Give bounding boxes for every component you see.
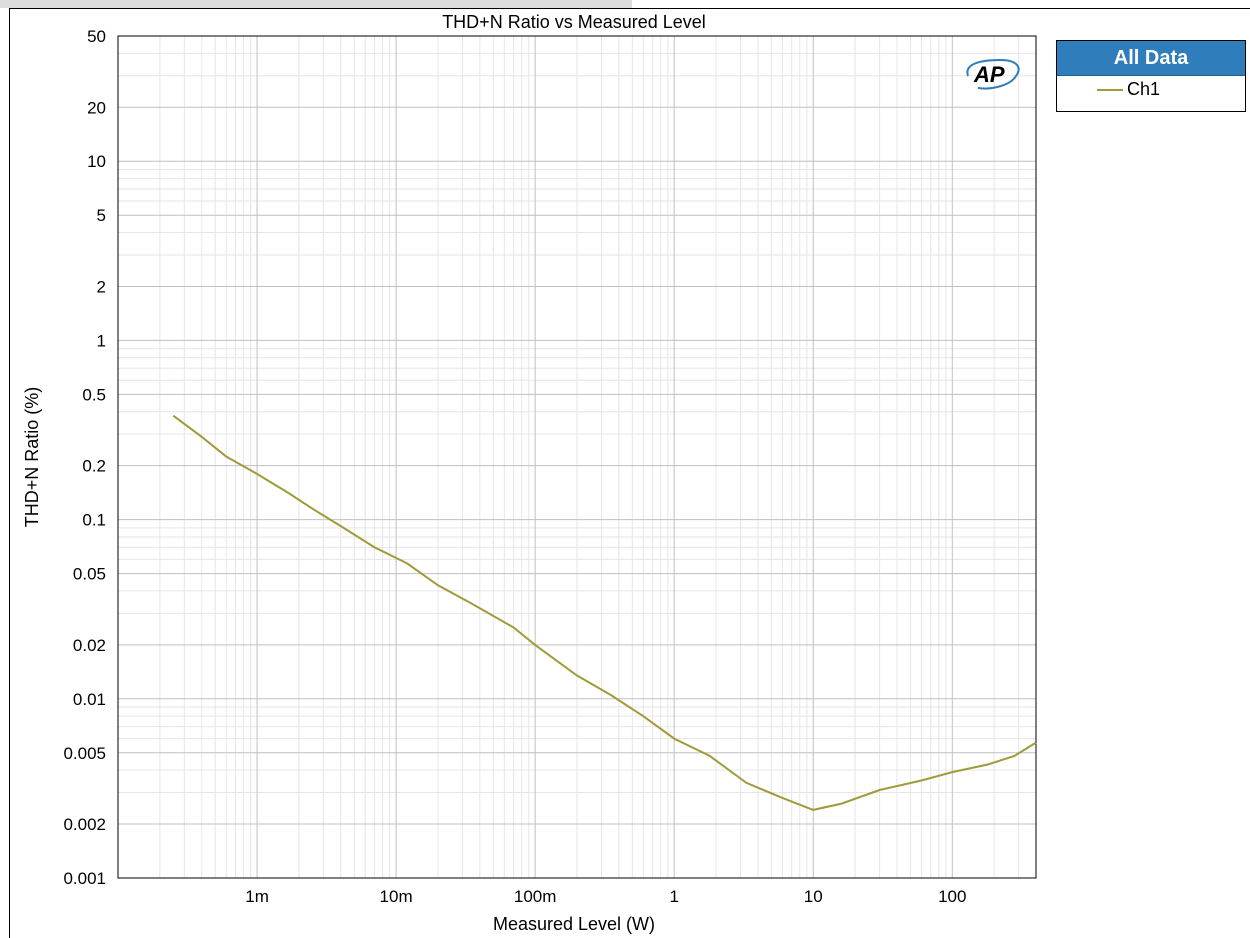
legend-header: All Data: [1057, 41, 1245, 76]
y-tick-label: 20: [87, 98, 106, 117]
y-tick-label: 10: [87, 152, 106, 171]
y-tick-label: 0.005: [63, 744, 106, 763]
grid-major: [117, 35, 1036, 879]
legend-swatch: [1097, 89, 1123, 91]
ap-logo-text: AP: [973, 62, 1005, 87]
legend-entry-ch1: Ch1: [1057, 76, 1245, 106]
y-tick-label: 0.05: [73, 565, 106, 584]
y-tick-label: 2: [97, 277, 106, 296]
y-axis-label: THD+N Ratio (%): [22, 387, 42, 528]
y-tick-label: 0.02: [73, 636, 106, 655]
y-tick-label: 50: [87, 27, 106, 46]
x-tick-labels: 1m 10m 100m 1 10 100: [245, 887, 966, 906]
x-tick-label: 10: [804, 887, 823, 906]
legend-entry-label: Ch1: [1127, 79, 1161, 99]
x-tick-label: 100m: [514, 887, 557, 906]
plot-frame: [117, 35, 1037, 879]
x-axis-label: Measured Level (W): [493, 914, 655, 934]
top-strip: [0, 0, 632, 8]
chart-title: THD+N Ratio vs Measured Level: [442, 12, 706, 32]
window-border-left: [9, 8, 10, 938]
y-tick-label: 0.001: [63, 869, 106, 888]
y-tick-labels: 50 20 10 5 2 1 0.5 0.2 0.1 0.05 0.02 0.01 0.005 0.002…: [63, 27, 106, 888]
x-tick-label: 10m: [380, 887, 413, 906]
y-tick-label: 0.1: [82, 511, 106, 530]
series-line-ch1: [172, 414, 1037, 811]
y-tick-label: 1: [97, 331, 106, 350]
x-tick-label: 1m: [245, 887, 269, 906]
window-border-top: [9, 8, 1250, 9]
y-tick-label: 5: [97, 206, 106, 225]
y-tick-label: 0.01: [73, 690, 106, 709]
x-tick-label: 100: [938, 887, 966, 906]
legend: All Data Ch1: [1056, 40, 1246, 112]
y-tick-label: 0.2: [82, 457, 106, 476]
y-tick-label: 0.5: [82, 385, 106, 404]
grid-minor: [118, 36, 1037, 878]
y-tick-label: 0.002: [63, 815, 106, 834]
ap-logo-icon: AP: [966, 58, 1020, 90]
x-tick-label: 1: [669, 887, 678, 906]
